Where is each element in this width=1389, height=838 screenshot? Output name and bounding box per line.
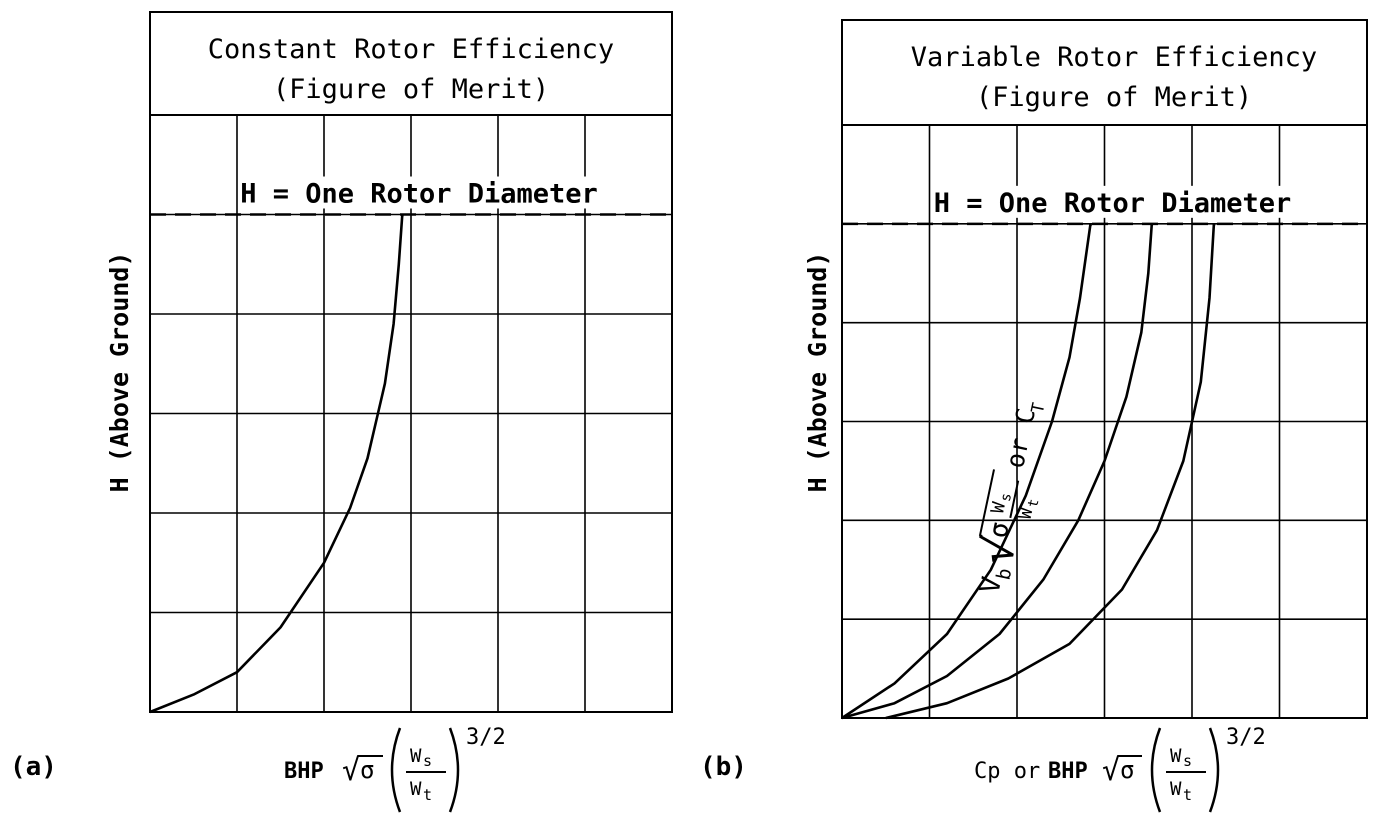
panel-a-y-axis-label: H (Above Ground) [105,252,134,493]
panel-b-label: (b) [700,752,747,782]
panel-b-series [841,223,1216,720]
panel-b-xlabel-frac-num: W [1170,745,1182,767]
panel-b-xlabel-exponent: 3/2 [1226,725,1266,750]
series-curve-2 [841,223,1154,720]
panel-b-annotation-v-sub: b [993,566,1017,582]
panel-a-xlabel-sqrt: √ [342,753,360,788]
panel-b-x-axis-label: Cp or BHP √ σ W s W t 3/2 [974,725,1266,813]
panel-b-reference-label: H = One Rotor Diameter [934,188,1292,219]
panel-b-reference-label-backdrop [932,185,1293,218]
panel-b-annotation-frac-den: W [1015,506,1038,521]
panel-a-title-line-1: Constant Rotor Efficiency [208,34,614,65]
panel-b-title-line-1: Variable Rotor Efficiency [911,42,1317,73]
panel-a-series [149,214,404,714]
panel-a-xlabel-prefix: BHP [284,759,324,784]
panel-b-title-line-2: (Figure of Merit) [976,82,1252,113]
panel-b-xlabel-right-paren [1208,727,1220,813]
panel-b-xlabel-left-paren [1150,727,1162,813]
panel-b-xlabel-sigma: σ [1120,756,1134,784]
panel-b-y-axis-label: H (Above Ground) [803,252,832,493]
panel-b-xlabel-prefix: BHP [1048,759,1088,784]
panel-b-annotation-frac-num-sub: s [998,492,1015,504]
panel-a-xlabel-frac-den: W [410,778,422,800]
panel-b-annotation-or-c: or C [1000,406,1041,471]
panel-b-annotation-frac-num: W [987,500,1010,515]
panel-b-xlabel-lead: Cp or [974,759,1040,784]
panel-b-xlabel-frac-num-sub: s [1183,752,1192,770]
series-curve-3 [885,223,1216,720]
panel-b-xlabel-sqrt: √ [1102,753,1120,788]
panel-b-curve-annotation: V b √ σ W s W t or C T [971,401,1050,596]
panel-a-xlabel-frac-den-sub: t [423,786,432,804]
series-curve-1 [841,223,1092,720]
panel-a-xlabel-left-paren [390,727,402,813]
panel-b-xlabel-frac-den-sub: t [1183,786,1192,804]
panel-a-xlabel-frac-num-sub: s [423,752,432,770]
panel-b-xlabel-frac-den: W [1170,778,1182,800]
panel-a-xlabel-exponent: 3/2 [466,725,506,750]
series-curve-1 [149,214,404,714]
panel-b-annotation-or-c-sub: T [1028,401,1050,415]
panel-a-xlabel-frac-num: W [410,745,422,767]
panel-b-chart: Variable Rotor Efficiency (Figure of Mer… [700,19,1368,813]
panel-a-label: (a) [10,752,57,782]
panel-b-annotation-v: V [975,574,1009,596]
panel-a-x-axis-label: BHP √ σ W s W t 3/2 [284,725,506,813]
panel-b-annotation-frac-bar [1009,480,1020,519]
panel-a-title-line-2: (Figure of Merit) [273,74,549,105]
panel-b-annotation-sigma: σ [983,519,1016,541]
panel-a-xlabel-sigma: σ [360,756,374,784]
panel-b-annotation-frac-den-sub: t [1025,497,1042,509]
panel-a-reference-label: H = One Rotor Diameter [240,179,598,210]
panel-b-annotation-sqrt-bar [978,469,995,537]
panel-a-reference-label-backdrop [239,176,599,209]
panel-a-chart: Constant Rotor Efficiency (Figure of Mer… [10,11,673,813]
panel-a-xlabel-right-paren [448,727,460,813]
